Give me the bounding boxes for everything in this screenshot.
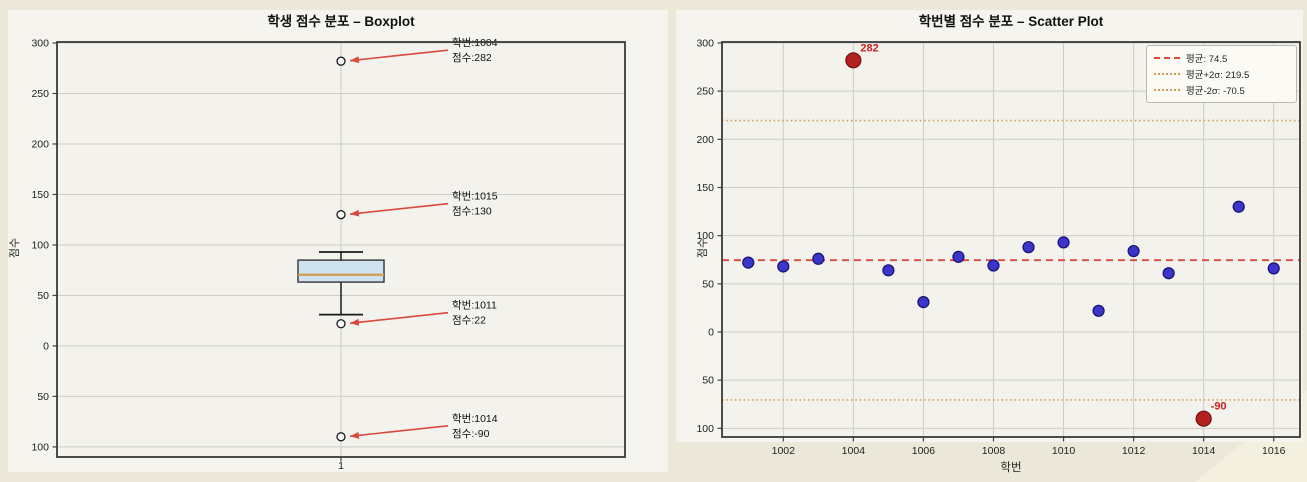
- scatter-data-point: [1232, 200, 1245, 213]
- upper-sigma-dotted-line-icon: [1154, 73, 1180, 75]
- boxplot-outlier-point: [336, 210, 346, 220]
- boxplot-y-tick-label: 100: [31, 239, 49, 251]
- legend-label-lower-sigma: 평균-2σ: -70.5: [1186, 86, 1245, 97]
- boxplot-y-axis-label: 점수: [9, 237, 21, 259]
- scatter-x-tick-label: 1004: [842, 445, 866, 457]
- annotation-id-label: 학번:1014: [452, 413, 498, 425]
- boxplot-y-tick-label: 300: [31, 38, 49, 50]
- scatter-plot-area: 300 250 200 150 100 50 0 50 100 1002 1004 1006 1008 1…: [696, 37, 1301, 457]
- boxplot-plot-area: 300 250 200 150 100 50 0 50 100 학번:1004 점수:282 학번:1…: [31, 37, 626, 462]
- boxplot-outlier-point: [336, 56, 346, 66]
- scatter-data-point: [1092, 304, 1105, 317]
- mean-dashed-line-icon: [1154, 57, 1180, 59]
- boxplot-y-tick-label: 150: [31, 189, 49, 201]
- annotation-arrow: [349, 311, 449, 326]
- annotation-arrow: [349, 202, 449, 217]
- scatter-y-tick-label: 150: [696, 182, 714, 194]
- scatter-y-tick-label: 200: [696, 134, 714, 146]
- legend-row-mean: 평균: 74.5: [1154, 50, 1289, 66]
- scatter-x-tick-label: 1012: [1122, 445, 1146, 457]
- legend-row-lower-sigma: 평균-2σ: -70.5: [1154, 82, 1289, 98]
- scatter-data-point: [917, 296, 930, 309]
- scatter-x-tick-label: 1002: [772, 445, 796, 457]
- boxplot-x-tick-label: 1: [338, 460, 344, 472]
- scatter-y-tick-label: 50: [702, 375, 714, 387]
- outlier-value-label: -90: [1211, 401, 1227, 413]
- boxplot-title: 학생 점수 분포 – Boxplot: [267, 14, 415, 29]
- scatter-data-point: [742, 256, 755, 269]
- legend-label-upper-sigma: 평균+2σ: 219.5: [1186, 70, 1250, 81]
- legend-label-mean: 평균: 74.5: [1186, 54, 1228, 65]
- boxplot-outlier-point: [336, 319, 346, 329]
- scatter-data-point: [882, 264, 895, 277]
- boxplot-y-tick-label: 0: [43, 340, 49, 352]
- scatter-outlier-point: [845, 52, 862, 69]
- boxplot-outlier-point: [336, 432, 346, 442]
- scatter-title: 학번별 점수 분포 – Scatter Plot: [918, 14, 1104, 29]
- annotation-arrow: [349, 425, 449, 439]
- lower-sigma-dotted-line-icon: [1154, 89, 1180, 91]
- scatter-x-tick-label: 1014: [1192, 445, 1216, 457]
- annotation-arrow: [349, 49, 449, 64]
- scatter-x-tick-label: 1010: [1052, 445, 1076, 457]
- scatter-x-tick-label: 1008: [982, 445, 1006, 457]
- annotation-score-label: 점수:-90: [452, 428, 490, 440]
- scatter-y-tick-label: 100: [696, 423, 714, 435]
- outlier-value-label: 282: [860, 42, 878, 54]
- scatter-y-tick-label: 250: [696, 86, 714, 98]
- legend-row-upper-sigma: 평균+2σ: 219.5: [1154, 66, 1289, 82]
- scatter-data-point: [1057, 236, 1070, 249]
- boxplot-y-tick-label: 200: [31, 138, 49, 150]
- scatter-data-point: [952, 250, 965, 263]
- scatter-y-tick-label: 0: [708, 326, 714, 338]
- boxplot-y-tick-label: 50: [37, 290, 49, 302]
- scatter-legend: 평균: 74.5 평균+2σ: 219.5 평균-2σ: -70.5: [1146, 45, 1297, 103]
- scatter-x-axis-label: 학번: [1000, 462, 1022, 474]
- annotation-id-label: 학번:1015: [452, 191, 498, 203]
- scatter-data-point: [812, 252, 825, 265]
- iqr-box: [297, 259, 385, 283]
- scatter-x-tick-label: 1016: [1262, 445, 1286, 457]
- scatter-outlier-point: [1195, 410, 1212, 427]
- annotation-score-label: 점수:130: [452, 206, 492, 218]
- boxplot-y-tick-label: 100: [31, 441, 49, 453]
- scatter-data-point: [1162, 267, 1175, 280]
- boxplot-y-tick-label: 250: [31, 88, 49, 100]
- scatter-y-axis-label: 점수: [697, 237, 709, 259]
- annotation-id-label: 학번:1004: [452, 37, 498, 49]
- scatter-y-tick-label: 50: [702, 278, 714, 290]
- scatter-data-point: [777, 260, 790, 273]
- scatter-y-tick-label: 300: [696, 37, 714, 49]
- boxplot-y-tick-label: 50: [37, 391, 49, 403]
- annotation-id-label: 학번:1011: [452, 300, 497, 312]
- scatter-x-tick-label: 1006: [912, 445, 936, 457]
- scatter-data-point: [1022, 241, 1035, 254]
- annotation-score-label: 점수:22: [452, 315, 486, 327]
- scatter-data-point: [1267, 262, 1280, 275]
- scatter-data-point: [1127, 244, 1140, 258]
- annotation-score-label: 점수:282: [452, 52, 492, 64]
- scatter-y-tick-label: 100: [696, 230, 714, 242]
- scatter-data-point: [987, 259, 1000, 272]
